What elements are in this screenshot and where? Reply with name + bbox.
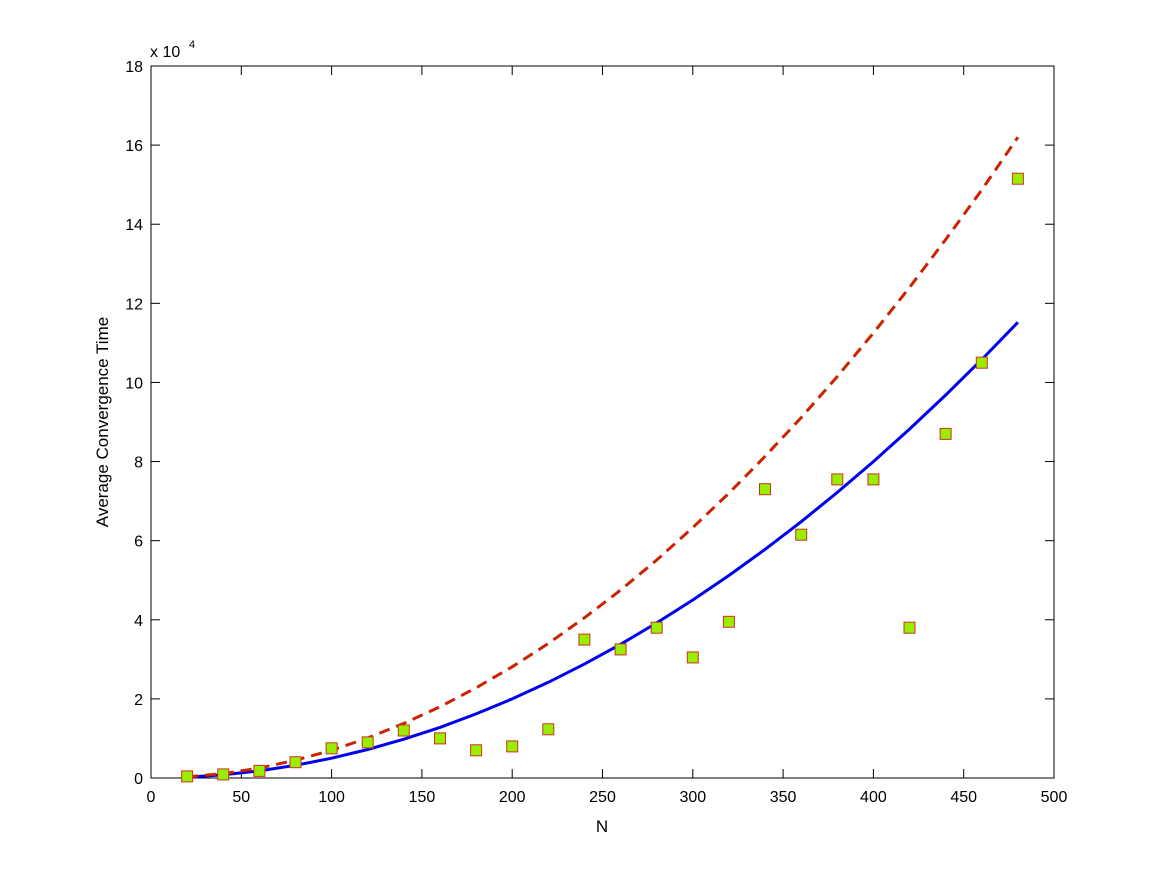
data-point-marker (939, 427, 952, 440)
data-point-marker (253, 764, 266, 777)
y-tick-label: 18 (125, 59, 143, 76)
y-tick-label: 4 (134, 613, 143, 630)
x-tick-label: 350 (770, 789, 797, 806)
y-tick-label: 12 (125, 296, 143, 313)
data-point-marker (831, 473, 844, 486)
x-tick-label: 500 (1041, 789, 1068, 806)
data-point-marker (181, 770, 194, 783)
data-point-marker (217, 768, 230, 781)
y-axis-label: Average Convergence Time (93, 317, 112, 527)
y-exponent-prefix: x 10 (150, 44, 180, 61)
data-point-marker (542, 723, 555, 736)
x-tick-label: 250 (589, 789, 616, 806)
dashed-series-line (186, 136, 1020, 779)
x-tick-label: 400 (860, 789, 887, 806)
data-point-marker (795, 528, 808, 541)
data-point-marker (975, 356, 988, 369)
data-point-marker (903, 621, 916, 634)
x-tick-label: 200 (499, 789, 526, 806)
x-tick-label: 450 (950, 789, 977, 806)
series-layer (181, 136, 1024, 783)
data-point-marker (325, 742, 338, 755)
y-tick-label: 14 (125, 217, 143, 234)
data-point-marker (361, 736, 374, 749)
x-tick-label: 50 (232, 789, 250, 806)
data-point-marker (686, 651, 699, 664)
data-point-marker (650, 621, 663, 634)
data-point-marker (722, 615, 735, 628)
y-exponent-power: 4 (189, 39, 195, 51)
data-point-marker (759, 483, 771, 496)
data-point-marker (578, 633, 591, 646)
data-point-marker (434, 732, 446, 745)
y-tick-label: 8 (134, 455, 143, 472)
y-tick-label: 16 (125, 138, 143, 155)
y-tick-label: 10 (125, 375, 143, 392)
data-point-marker (397, 724, 410, 737)
data-point-marker (1011, 172, 1024, 185)
solid-series-line (187, 321, 1019, 779)
data-point-marker (614, 643, 627, 656)
data-point-marker (506, 740, 519, 753)
x-tick-label: 100 (318, 789, 345, 806)
ticks: 0 50 100 150 200 250 300 350 400 450 500 0 2 4 6 8 10 12 1… (125, 59, 1067, 806)
x-tick-label: 0 (147, 789, 156, 806)
data-point-marker (470, 744, 483, 757)
plot-area (150, 65, 1055, 779)
data-point-marker (289, 756, 302, 769)
x-axis-label: N (596, 817, 608, 836)
x-tick-label: 300 (679, 789, 706, 806)
data-point-marker (867, 473, 880, 486)
y-tick-label: 2 (134, 692, 143, 709)
x-tick-label: 150 (409, 789, 436, 806)
y-tick-label: 0 (134, 771, 143, 788)
y-tick-label: 6 (134, 534, 143, 551)
